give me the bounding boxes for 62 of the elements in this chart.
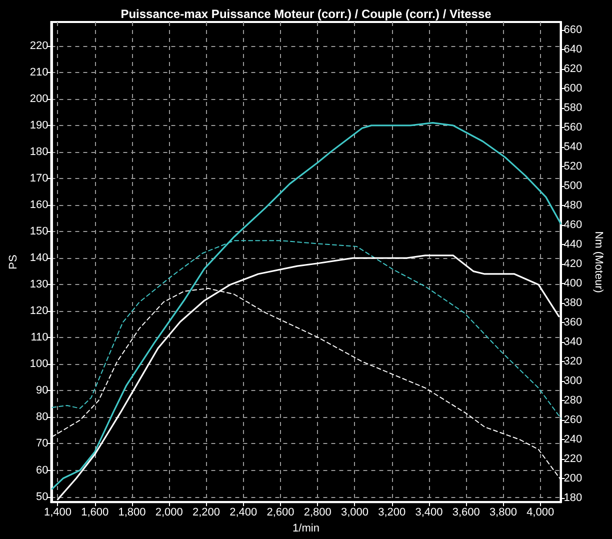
y2-tick-label: 620 <box>564 62 582 75</box>
y2-axis-title: Nm (Moteur) <box>592 231 604 293</box>
y2-tick-label: 460 <box>564 218 582 231</box>
x-tick-label: 3,800 <box>489 506 517 519</box>
x-tick-label: 1,600 <box>81 506 109 519</box>
y-tick-label: 220 <box>30 40 48 52</box>
y2-tick-label: 200 <box>564 472 582 485</box>
y-tick-label: 170 <box>30 172 48 184</box>
y-tick-label: 160 <box>30 199 48 212</box>
y2-tick-label: 540 <box>564 140 582 153</box>
x-tick-label: 3,400 <box>415 506 443 519</box>
line-series <box>51 122 562 490</box>
x-axis-title: 1/min <box>292 522 320 534</box>
y2-tick-label: 560 <box>564 121 582 134</box>
x-tick-label: 2,800 <box>304 506 332 519</box>
y-tick-label: 100 <box>30 358 48 370</box>
x-tick-label: 2,000 <box>155 506 183 519</box>
x-tick-label: 3,200 <box>378 506 406 519</box>
y-tick-label: 190 <box>30 119 48 132</box>
y-axis-title: PS <box>8 254 20 270</box>
y-tick-label: 150 <box>30 226 48 238</box>
x-tick-label: 1,800 <box>118 506 146 519</box>
y2-tick-label: 520 <box>564 160 582 172</box>
y2-tick-label: 420 <box>564 258 582 270</box>
y2-tick-label: 360 <box>564 316 582 329</box>
y-tick-label: 130 <box>30 278 48 291</box>
x-tick-label: 2,400 <box>230 506 258 519</box>
y2-tick-label: 660 <box>564 24 582 36</box>
y2-tick-label: 320 <box>564 356 582 368</box>
y-tick-label: 200 <box>30 92 48 105</box>
y2-tick-label: 300 <box>564 375 582 388</box>
y-tick-label: 60 <box>36 464 48 476</box>
y-tick-label: 180 <box>30 146 48 158</box>
y2-tick-label: 340 <box>564 336 582 348</box>
y2-tick-label: 260 <box>564 414 582 426</box>
y-tick-label: 140 <box>30 252 48 264</box>
y2-tick-label: 400 <box>564 278 582 290</box>
y2-tick-label: 440 <box>564 238 582 250</box>
y-tick-label: 90 <box>36 384 48 397</box>
y2-tick-label: 380 <box>564 297 582 310</box>
x-tick-label: 2,200 <box>192 506 220 519</box>
y2-tick-label: 280 <box>564 394 582 407</box>
y2-tick-label: 500 <box>564 180 582 192</box>
x-tick-label: 4,000 <box>526 506 554 519</box>
y2-tick-label: 580 <box>564 102 582 114</box>
y2-tick-label: 220 <box>564 453 582 466</box>
chart-title: Puissance-max Puissance Moteur (corr.) / Couple (corr.) / Vitesse <box>120 7 492 21</box>
y2-tick-label: 640 <box>564 43 582 56</box>
y-tick-label: 80 <box>36 411 48 424</box>
y-tick-label: 50 <box>36 490 48 503</box>
y2-tick-label: 240 <box>564 434 582 446</box>
y-tick-label: 210 <box>30 66 48 78</box>
y-tick-label: 120 <box>30 305 48 318</box>
x-tick-label: 1,400 <box>44 506 72 519</box>
x-tick-label: 2,600 <box>266 506 294 519</box>
x-tick-label: 3,000 <box>340 506 368 519</box>
y-tick-label: 70 <box>36 438 48 450</box>
y2-tick-label: 180 <box>564 492 582 504</box>
x-tick-label: 3,600 <box>452 506 480 519</box>
y-tick-label: 110 <box>30 332 48 344</box>
y2-tick-label: 480 <box>564 199 582 212</box>
y2-tick-label: 600 <box>564 82 582 94</box>
